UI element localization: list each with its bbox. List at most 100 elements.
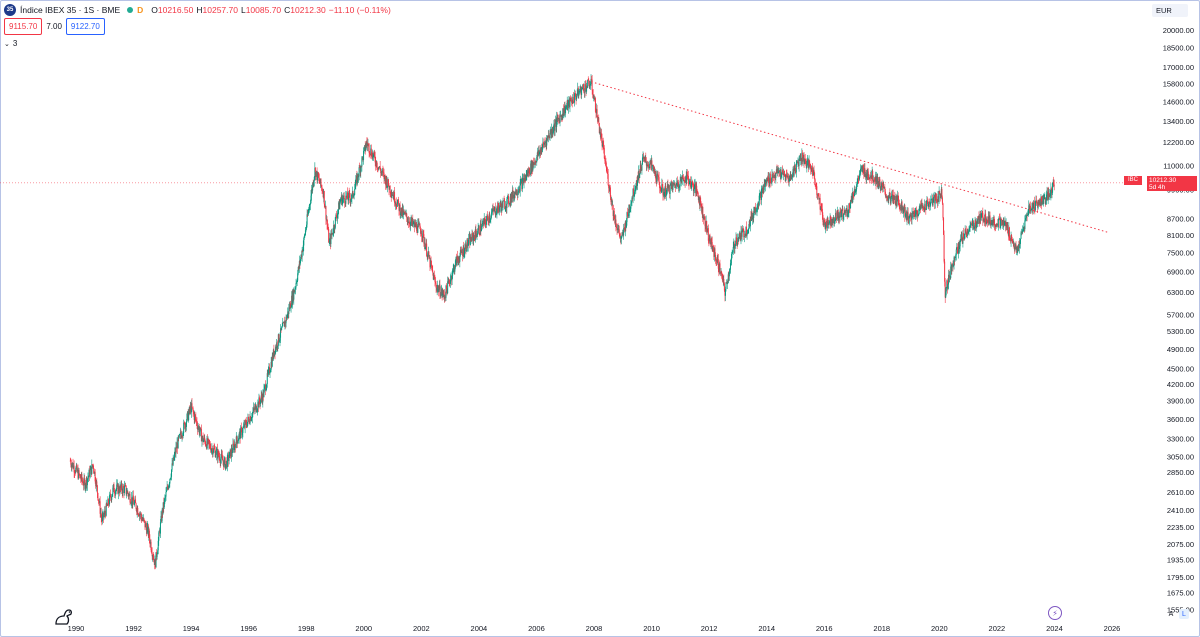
sell-button[interactable]: 9115.70 <box>4 18 43 35</box>
candle-body <box>946 280 948 288</box>
candle-body <box>89 469 91 478</box>
candle-body <box>380 169 382 174</box>
candle-body <box>742 229 744 231</box>
candle-body <box>171 463 173 470</box>
candle-body <box>140 513 142 517</box>
candle-body <box>669 185 671 194</box>
candle-body <box>180 432 182 436</box>
candle-body <box>304 235 306 237</box>
x-tick-label: 2000 <box>355 624 372 633</box>
candle-body <box>186 414 188 422</box>
candle-body <box>115 490 117 495</box>
candle-body <box>298 261 300 269</box>
candle-body <box>584 84 586 93</box>
candle-body <box>910 215 912 220</box>
candle-body <box>96 481 98 486</box>
candle-body <box>423 242 425 244</box>
candle-body <box>773 176 775 178</box>
candle-body <box>265 384 267 391</box>
candle-body <box>87 477 89 479</box>
candle-body <box>303 237 305 246</box>
candle-body <box>117 483 119 494</box>
candle-body <box>1005 222 1007 226</box>
candle-body <box>680 176 682 181</box>
candle-body <box>928 203 930 207</box>
ohlc-high-label: H <box>196 5 203 15</box>
candle-body <box>723 279 725 284</box>
candle-body <box>452 267 454 270</box>
candle-body <box>529 173 531 175</box>
candle-body <box>230 449 232 458</box>
candle-body <box>474 229 476 241</box>
candle-body <box>81 474 83 481</box>
candle-body <box>294 289 296 293</box>
candle-body <box>975 225 977 228</box>
x-tick-label: 1998 <box>298 624 315 633</box>
candle-body <box>435 283 437 288</box>
candle-body <box>627 212 629 216</box>
candle-body <box>772 174 774 178</box>
candle-body <box>444 296 446 298</box>
candle-body <box>764 183 766 187</box>
candle-body <box>412 218 414 225</box>
candle-body <box>294 287 296 290</box>
candle-body <box>912 212 914 214</box>
candle-body <box>240 427 242 439</box>
indicators-toggle[interactable]: ⌄ 3 <box>4 39 17 48</box>
x-tick-label: 2016 <box>816 624 833 633</box>
symbol-title[interactable]: Índice IBEX 35 · 1S · BME <box>20 5 121 15</box>
candle-body <box>924 204 926 211</box>
candle-body <box>418 222 420 225</box>
candle-body <box>808 159 810 169</box>
log-scale-button[interactable]: L <box>1179 609 1189 619</box>
candle-body <box>521 180 523 190</box>
candle-body <box>509 203 511 204</box>
candle-body <box>229 451 231 458</box>
buy-button[interactable]: 9122.70 <box>65 18 105 35</box>
candle-body <box>169 479 171 484</box>
candle-body <box>408 221 410 224</box>
candle-body <box>718 263 720 272</box>
candle-body <box>954 257 956 261</box>
candle-body <box>912 212 914 214</box>
candle-body <box>789 175 791 179</box>
candle-body <box>653 165 655 172</box>
candle-body <box>812 169 814 176</box>
candle-body <box>494 207 496 209</box>
candle-body <box>405 212 407 214</box>
candle-body <box>136 507 138 513</box>
candle-body <box>653 168 655 172</box>
symbol-legend[interactable]: 35 Índice IBEX 35 · 1S · BME D O 10216.50… <box>4 3 394 17</box>
candle-body <box>305 228 307 231</box>
candle-body <box>443 291 445 295</box>
candle-body <box>755 210 757 212</box>
currency-selector[interactable]: EUR <box>1152 4 1188 17</box>
candle-body <box>197 425 199 430</box>
candle-body <box>316 170 318 181</box>
candle-body <box>682 177 684 181</box>
candle-body <box>609 187 611 191</box>
candle-body <box>618 229 620 230</box>
candle-body <box>216 448 218 451</box>
candle-body <box>704 216 706 227</box>
candle-body <box>840 210 842 212</box>
candle-body <box>1046 192 1048 195</box>
lightning-icon[interactable]: ⚡ <box>1048 606 1062 620</box>
candle-body <box>129 494 131 503</box>
candle-body <box>674 183 676 187</box>
candle-body <box>397 199 399 204</box>
candle-body <box>871 171 873 179</box>
candle-body <box>360 166 362 167</box>
candle-body <box>915 209 917 215</box>
candle-body <box>263 388 265 398</box>
candle-body <box>933 196 935 203</box>
auto-scale-button[interactable]: A <box>1168 610 1174 618</box>
candle-body <box>166 486 168 491</box>
candle-body <box>465 244 467 252</box>
candle-body <box>1010 235 1012 242</box>
dino-logo-icon[interactable] <box>52 604 76 628</box>
candle-body <box>895 195 897 206</box>
candle-body <box>728 272 730 277</box>
candle-body <box>1010 240 1012 242</box>
